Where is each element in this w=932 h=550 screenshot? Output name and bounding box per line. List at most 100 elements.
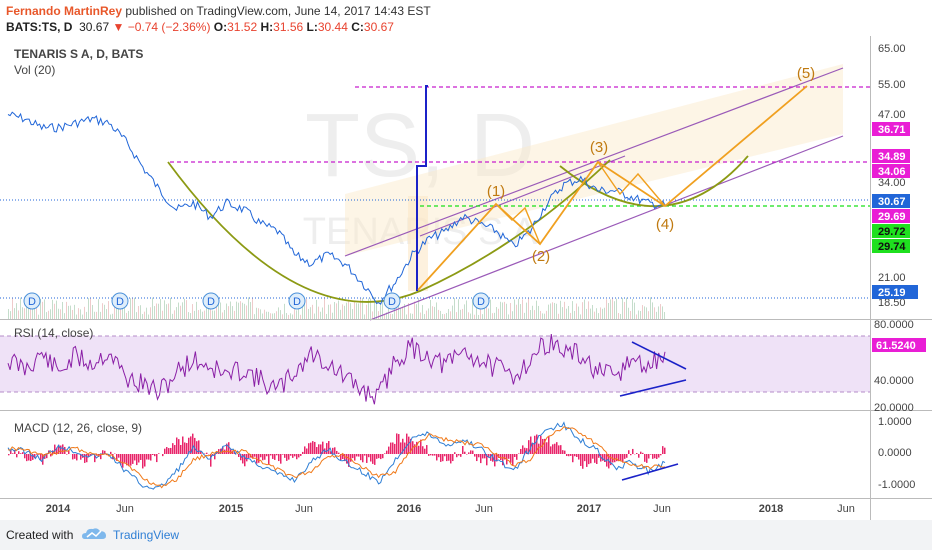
time-axis-label: Jun	[475, 503, 493, 515]
volume-bar	[34, 303, 35, 319]
volume-bar	[226, 303, 227, 319]
macd-histogram	[8, 433, 666, 469]
volume-bar	[660, 304, 661, 319]
price-axis[interactable]: 65.00 55.00 47.00 34.00 21.00 18.50 36.7…	[872, 43, 926, 491]
high-value: 31.56	[273, 20, 304, 34]
macd-hist-bar	[602, 454, 604, 461]
wave-label-3: (3)	[590, 139, 608, 156]
volume-bar	[502, 302, 503, 319]
volume-bar	[64, 313, 65, 319]
volume-bar	[54, 303, 55, 319]
macd-hist-bar	[140, 454, 142, 460]
volume-bar	[70, 305, 71, 319]
volume-bar	[262, 313, 263, 319]
wave-sub-1	[495, 203, 541, 245]
volume-bar	[410, 313, 411, 319]
volume-bar	[316, 299, 317, 319]
volume-bar	[492, 313, 493, 319]
volume-bar	[638, 310, 639, 319]
macd-hist-bar	[360, 454, 362, 461]
volume-bar	[382, 299, 383, 319]
macd-hist-bar	[138, 454, 140, 463]
rsi-axis-80: 80.0000	[874, 319, 914, 331]
volume-bar	[30, 302, 31, 319]
author-link[interactable]: Fernando MartinRey	[6, 4, 123, 18]
macd-hist-bar	[574, 454, 576, 457]
macd-hist-bar	[24, 454, 26, 459]
volume-bar	[358, 303, 359, 319]
macd-hist-bar	[438, 454, 440, 458]
macd-hist-bar	[454, 452, 456, 454]
macd-hist-bar	[18, 451, 20, 454]
volume-bar	[156, 303, 157, 319]
volume-bar	[214, 310, 215, 319]
macd-hist-bar	[356, 454, 358, 457]
volume-bar	[346, 302, 347, 319]
macd-hist-bar	[342, 454, 344, 459]
volume-bar	[362, 298, 363, 319]
volume-bar	[74, 304, 75, 319]
macd-hist-bar	[154, 454, 156, 457]
volume-bar	[520, 304, 521, 319]
macd-hist-bar	[348, 454, 350, 467]
time-axis[interactable]: 2014 Jun 2015 Jun 2016 Jun 2017 Jun 2018 Jun	[46, 503, 855, 515]
macd-hist-bar	[328, 441, 330, 454]
macd-triangle-bottom	[621, 463, 679, 481]
macd-hist-bar	[358, 454, 360, 457]
macd-hist-bar	[178, 439, 180, 454]
volume-bar	[430, 299, 431, 319]
price-tag: 34.06	[878, 166, 906, 178]
macd-hist-bar	[432, 454, 434, 456]
macd-hist-bar	[194, 437, 196, 454]
volume-bar	[116, 302, 117, 319]
macd-hist-bar	[182, 436, 184, 454]
macd-hist-bar	[210, 454, 212, 467]
macd-hist-bar	[86, 454, 88, 463]
time-axis-label: Jun	[837, 503, 855, 515]
macd-hist-bar	[374, 454, 376, 465]
macd-hist-bar	[512, 454, 514, 466]
macd-hist-bar	[268, 454, 270, 464]
macd-hist-bar	[164, 448, 166, 454]
volume-bar	[142, 314, 143, 319]
macd-hist-bar	[652, 454, 654, 459]
close-label: C:	[351, 20, 364, 34]
macd-hist-bar	[242, 454, 244, 464]
volume-bar	[424, 314, 425, 319]
volume-bar	[164, 300, 165, 319]
symbol-label[interactable]: BATS:TS, D	[6, 20, 73, 34]
volume-bar	[24, 308, 25, 319]
volume-bar	[602, 308, 603, 319]
macd-hist-bar	[522, 445, 524, 454]
axis-47: 47.00	[878, 109, 906, 121]
macd-hist-bar	[486, 454, 488, 466]
macd-hist-bar	[380, 454, 382, 460]
volume-bar	[352, 309, 353, 319]
price-tag: 29.74	[878, 241, 906, 253]
volume-bar	[370, 298, 371, 319]
rsi-pane[interactable]: RSI (14, close)	[0, 326, 870, 405]
volume-bar	[656, 311, 657, 319]
macd-hist-bar	[436, 454, 438, 461]
macd-hist-bar	[610, 454, 612, 466]
volume-bar	[528, 297, 529, 319]
macd-hist-bar	[548, 435, 550, 454]
volume-bar	[624, 301, 625, 319]
macd-pane[interactable]: MACD (12, 26, close, 9)	[7, 421, 679, 490]
volume-bar	[586, 308, 587, 319]
tradingview-brand-link[interactable]: TradingView	[113, 528, 180, 542]
volume-bar	[558, 313, 559, 319]
macd-hist-bar	[510, 454, 512, 463]
macd-hist-bar	[192, 433, 194, 454]
macd-hist-bar	[628, 450, 630, 454]
macd-hist-bar	[524, 447, 526, 454]
macd-hist-bar	[128, 454, 130, 467]
volume-bar	[458, 299, 459, 319]
volume-bar	[442, 313, 443, 319]
volume-bar	[184, 298, 185, 319]
volume-bar	[392, 314, 393, 319]
volume-bar	[398, 301, 399, 319]
macd-hist-bar	[334, 447, 336, 454]
